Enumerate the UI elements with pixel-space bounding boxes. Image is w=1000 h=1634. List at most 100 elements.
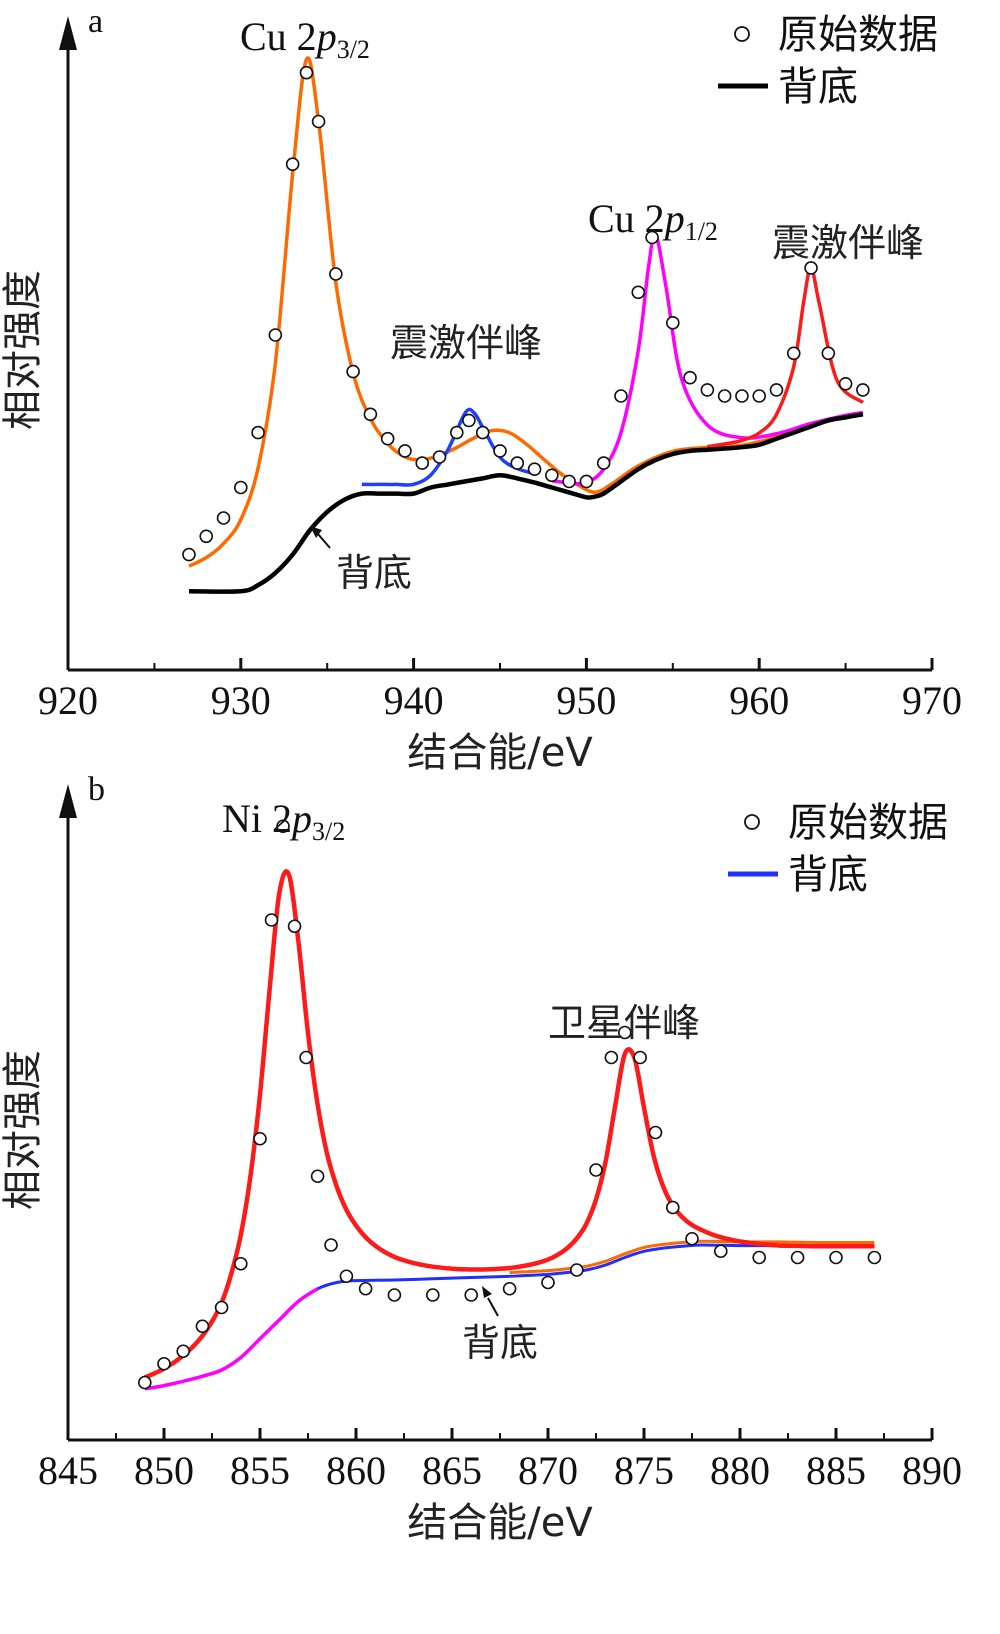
data-point <box>604 1050 619 1065</box>
data-point <box>665 315 680 330</box>
data-point <box>449 425 464 440</box>
data-point <box>631 285 646 300</box>
data-point <box>562 474 576 489</box>
data-point <box>633 1050 647 1065</box>
peak-label: Cu 2p3/2 <box>240 14 370 64</box>
data-point <box>268 328 283 342</box>
data-point <box>387 1288 402 1302</box>
panel-label: a <box>88 3 103 40</box>
data-point <box>804 261 818 275</box>
data-point <box>493 444 507 458</box>
data-point <box>665 1200 680 1215</box>
annotation-satellite-1: 震激伴峰 <box>390 321 542 365</box>
data-point <box>579 474 594 489</box>
x-tick-label: 875 <box>614 1448 674 1493</box>
data-point <box>735 389 749 403</box>
data-point <box>234 480 248 495</box>
data-point <box>299 1050 313 1065</box>
data-point <box>790 1250 805 1265</box>
data-point <box>216 511 231 525</box>
data-point <box>214 1300 229 1315</box>
data-point <box>645 230 659 245</box>
data-point <box>425 1288 440 1302</box>
data-point <box>502 1281 517 1296</box>
data-point <box>700 383 715 397</box>
data-point <box>541 1275 555 1290</box>
x-tick-label: 930 <box>211 678 271 723</box>
data-point <box>251 425 265 440</box>
data-point <box>510 456 525 470</box>
annotation-satellite: 卫星伴峰 <box>548 1001 700 1045</box>
data-point <box>324 1238 338 1252</box>
data-point <box>253 1131 267 1146</box>
data-point <box>569 1263 584 1277</box>
y-axis-label: 相对强度 <box>0 270 46 430</box>
legend-marker-raw <box>734 26 750 42</box>
legend-label-background: 背底 <box>788 852 868 898</box>
data-point <box>475 425 490 440</box>
x-tick-label: 940 <box>384 678 444 723</box>
data-point <box>195 1319 210 1334</box>
x-tick-label: 920 <box>38 678 98 723</box>
data-point <box>176 1344 190 1359</box>
data-point <box>415 456 430 470</box>
x-tick-label: 890 <box>902 1448 962 1493</box>
data-point <box>157 1356 171 1371</box>
data-point <box>717 389 732 403</box>
annotation-arrowhead <box>310 526 322 538</box>
x-tick-label: 855 <box>230 1448 290 1493</box>
y-axis-label: 相对强度 <box>0 1050 46 1210</box>
annotation-satellite-2: 震激伴峰 <box>772 221 924 265</box>
y-axis-arrow <box>59 16 77 50</box>
background-line-high <box>509 1239 875 1274</box>
data-point <box>138 1375 152 1390</box>
data-point <box>838 376 853 391</box>
data-point <box>614 389 628 403</box>
x-tick-label: 865 <box>422 1448 482 1493</box>
data-point <box>285 157 300 171</box>
data-point <box>311 114 326 129</box>
data-point <box>346 364 360 379</box>
x-tick-label: 950 <box>556 678 616 723</box>
fit-line-envelope <box>143 869 875 1380</box>
data-point <box>648 1125 663 1140</box>
data-point <box>683 370 697 385</box>
x-axis-label: 结合能/eV <box>407 1500 593 1546</box>
data-point <box>752 1250 767 1265</box>
data-point <box>527 462 542 477</box>
data-point <box>299 65 314 80</box>
data-point <box>752 389 767 403</box>
data-point <box>276 819 290 834</box>
data-point <box>545 468 559 483</box>
y-axis-arrow <box>59 784 77 818</box>
data-point <box>856 383 870 397</box>
data-point <box>617 1025 632 1040</box>
data-point <box>867 1250 882 1265</box>
peak-label: Cu 2p1/2 <box>588 196 718 246</box>
annotation-arrow <box>317 533 331 549</box>
data-point <box>398 444 412 458</box>
data-point <box>432 450 447 464</box>
data-point <box>786 346 801 361</box>
background-line-low <box>144 1287 319 1391</box>
fit-line-cu2p1 <box>551 232 864 486</box>
x-tick-label: 845 <box>38 1448 98 1493</box>
x-tick-label: 850 <box>134 1448 194 1493</box>
x-tick-label: 885 <box>806 1448 866 1493</box>
x-tick-label: 860 <box>326 1448 386 1493</box>
data-point <box>821 346 836 361</box>
legend-label-raw: 原始数据 <box>788 800 948 846</box>
data-point <box>358 1281 373 1296</box>
annotation-arrowhead <box>482 1286 492 1298</box>
annotation-background: 背底 <box>462 1321 538 1365</box>
x-tick-label: 970 <box>902 678 962 723</box>
data-point <box>596 456 611 470</box>
x-tick-label: 880 <box>710 1448 770 1493</box>
annotation-background: 背底 <box>336 551 412 595</box>
data-point <box>685 1231 699 1246</box>
fit-line-satellite-2 <box>707 266 865 449</box>
fit-line-satellite-1 <box>361 407 536 487</box>
data-point <box>287 919 302 934</box>
